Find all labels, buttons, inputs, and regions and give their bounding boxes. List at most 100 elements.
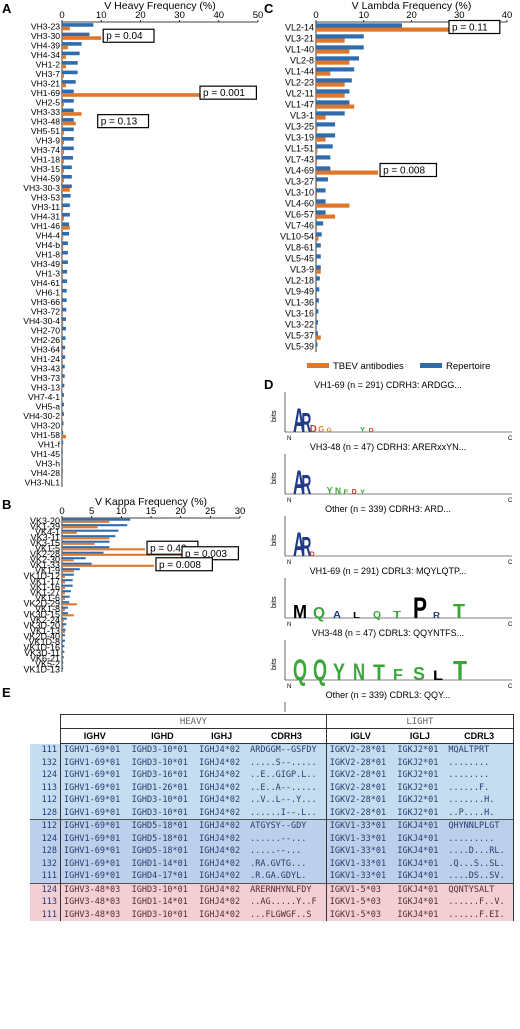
bar-repertoire <box>62 412 64 416</box>
category-label: VK1-33 <box>30 560 60 570</box>
bar-tbev <box>62 74 64 78</box>
category-label: VK1-17 <box>30 576 60 586</box>
logo-letter: F <box>343 490 348 496</box>
category-label: VK3D-15 <box>23 609 60 619</box>
category-label: VK1D-8 <box>28 637 60 647</box>
table-cell: IGKV1-5*03 <box>325 908 395 921</box>
logo-letter: Q <box>293 654 307 687</box>
column-header-iglv: IGLV <box>325 728 395 744</box>
bar-repertoire <box>62 650 65 653</box>
bar-repertoire <box>62 645 65 648</box>
category-label: VH3-53 <box>31 193 60 203</box>
bar-repertoire <box>316 111 345 116</box>
bar-repertoire <box>62 326 66 331</box>
bar-repertoire <box>62 269 68 274</box>
bar-repertoire <box>62 137 74 141</box>
table-cell: IGKV1-5*03 <box>325 896 395 909</box>
table-cell: IGHJ4*02 <box>196 781 248 794</box>
category-label: VK1-6 <box>35 593 60 603</box>
bar-repertoire <box>316 232 322 237</box>
table-cell: ......F. <box>445 781 515 794</box>
table-corner-2 <box>30 729 61 744</box>
bar-repertoire <box>316 320 318 325</box>
bar-tbev <box>62 178 64 183</box>
bar-tbev <box>62 526 98 529</box>
x-tick-label: 10 <box>358 10 369 21</box>
bar-tbev <box>62 349 63 354</box>
logo-title: Other (n = 339) CDRL3: QQY... <box>326 690 451 700</box>
table-row: 132 IGHV1-69*01 IGHD1-14*01 IGHJ4*02 .RA.GVT… <box>30 857 515 870</box>
logo-letter: A <box>333 610 341 621</box>
bar-repertoire <box>62 639 65 642</box>
category-label: VK6-21 <box>30 653 60 663</box>
bar-repertoire <box>62 364 65 369</box>
clone-count: 132 <box>30 756 61 769</box>
table-cell: IGHD3-10*01 <box>128 908 197 921</box>
table-cell: ........ <box>445 756 515 769</box>
logo-title: Other (n = 339) CDRH3: ARD... <box>325 504 451 514</box>
bar-repertoire <box>62 61 78 65</box>
x-tick-label: 0 <box>59 506 64 517</box>
x-tick-label: 30 <box>454 10 465 21</box>
table-cell: ....DS..SV. <box>445 870 515 883</box>
bar-repertoire <box>62 165 72 170</box>
logo-title: VH1-69 (n = 291) CDRH3: ARDGG... <box>314 380 462 390</box>
bar-repertoire <box>62 307 67 312</box>
bar-tbev <box>62 320 64 325</box>
table-cell: IGHV3-48*03 <box>60 896 129 909</box>
logo-y-label: bits <box>269 410 278 422</box>
panel-label-c: C <box>264 1 274 16</box>
bar-tbev <box>316 236 319 241</box>
category-label: VH4-39 <box>31 41 60 51</box>
table-cell: IGHJ4*02 <box>196 832 248 845</box>
table-cell: ......F.EI. <box>445 908 515 921</box>
bar-repertoire <box>62 174 72 179</box>
table-cell: QQNTYSALT <box>445 882 515 896</box>
table-row: 124 IGHV1-69*01 IGHD5-18*01 IGHJ4*02 ......-… <box>30 832 515 845</box>
table-cell: IGHD1-14*01 <box>128 857 197 870</box>
logo-letter: Q <box>313 605 325 622</box>
x-tick-label: 20 <box>406 10 417 21</box>
category-label: VK2-28 <box>30 549 60 559</box>
bar-repertoire <box>62 118 74 122</box>
category-label: VK1D-12 <box>23 571 60 581</box>
p-value-label: p = 0.11 <box>452 23 488 34</box>
column-header-cdrh3: CDRH3 <box>247 728 327 744</box>
bar-tbev <box>62 235 64 240</box>
column-header-cdrl3: CDRL3 <box>445 728 515 744</box>
bar-repertoire <box>62 579 73 582</box>
bar-repertoire <box>62 617 67 620</box>
category-label: VL1-40 <box>285 45 314 55</box>
bar-tbev <box>316 115 326 120</box>
bar-tbev <box>62 377 63 382</box>
logo-letter: N <box>353 659 365 686</box>
bar-tbev <box>62 542 95 545</box>
bar-repertoire <box>62 23 94 27</box>
bar-tbev <box>62 282 63 287</box>
logo-letter: D <box>310 424 317 435</box>
bar-repertoire <box>62 551 104 554</box>
table-cell: IGHV1-69*01 <box>60 870 129 883</box>
category-label: VL9-49 <box>285 287 314 297</box>
category-label: VH4-34 <box>31 50 60 60</box>
bar-tbev <box>62 245 64 249</box>
panel-label-a: A <box>2 1 12 16</box>
logo-letter: T <box>393 610 401 621</box>
category-label: VK1-5 <box>35 543 60 553</box>
table-row: 113 IGHV1-69*01 IGHD1-26*01 IGHJ4*02 ..E..A-… <box>30 781 515 794</box>
category-label: VH3-21 <box>31 79 60 89</box>
category-label: VL7-46 <box>285 221 314 231</box>
category-label: VL5-45 <box>285 254 314 264</box>
category-label: VL5-37 <box>285 331 314 341</box>
table-cell: ..P....H. <box>445 806 515 820</box>
p-value-box <box>448 19 501 35</box>
bar-repertoire <box>316 155 331 160</box>
category-label: VH3-20 <box>31 420 60 430</box>
table-row: 112 IGHV1-69*01 IGHD5-18*01 IGHJ4*02 ATGYSY-… <box>30 819 515 833</box>
bar-tbev <box>316 38 345 43</box>
table-cell: IGKJ4*01 <box>394 819 446 833</box>
table-corner <box>30 714 61 729</box>
bar-tbev <box>316 181 317 186</box>
bar-repertoire <box>62 212 70 217</box>
table-cell: IGHJ4*02 <box>196 870 248 883</box>
